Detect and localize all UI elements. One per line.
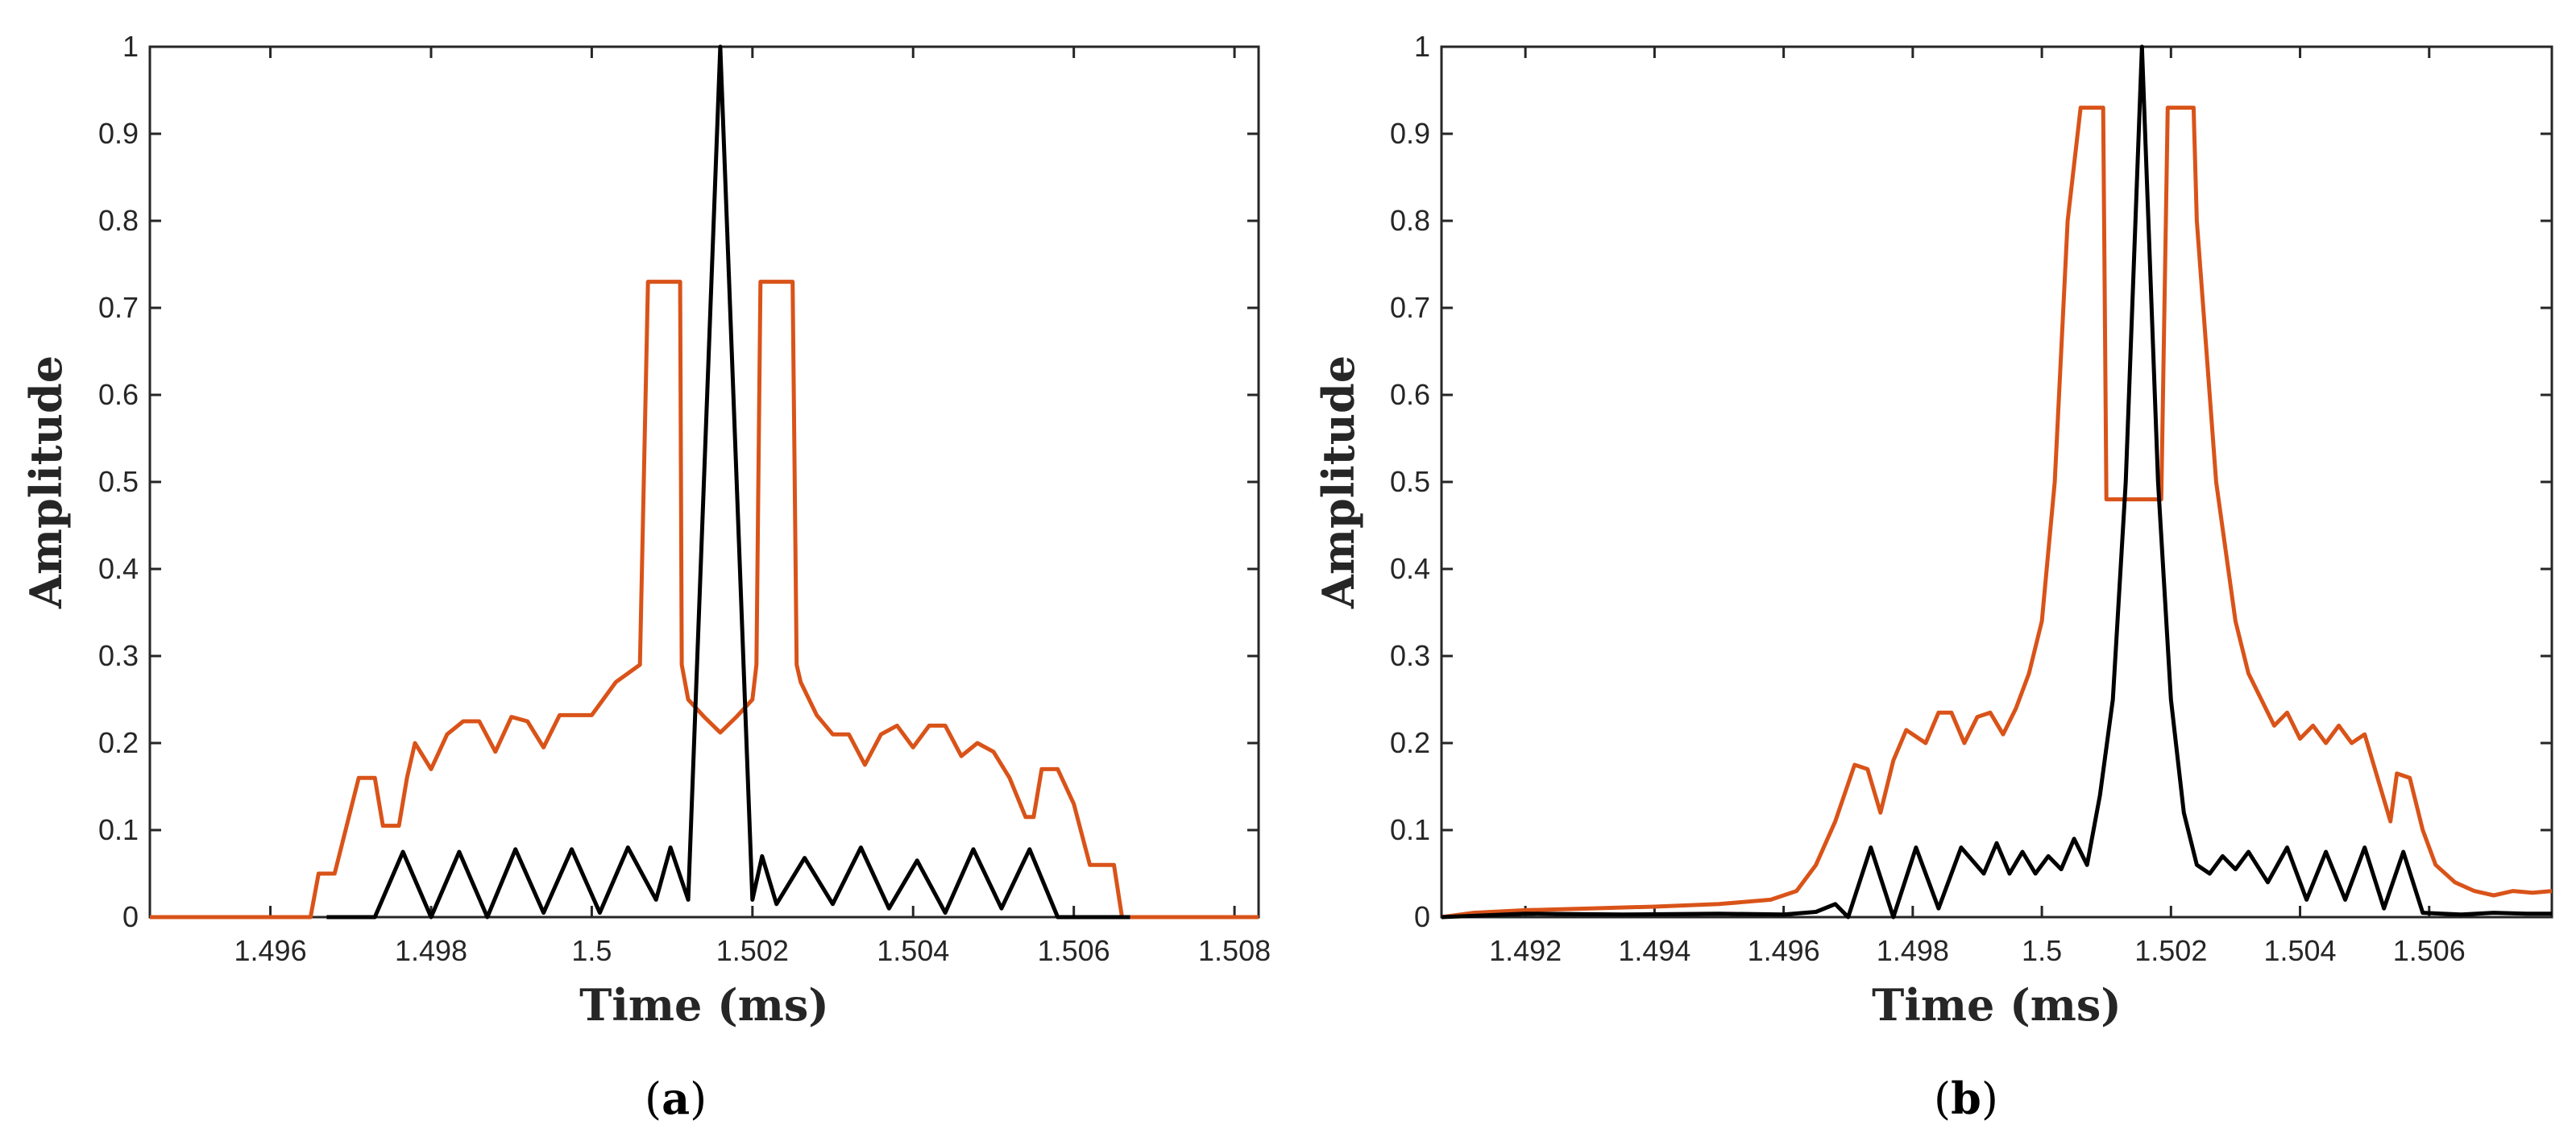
- y-tick-label: 0.6: [1390, 378, 1430, 411]
- y-tick-label: 0.3: [1390, 639, 1430, 672]
- x-tick-label: 1.504: [877, 934, 949, 967]
- x-tick-label: 1.498: [395, 934, 467, 967]
- series-line-black: [1441, 44, 2552, 920]
- y-tick-label: 0.8: [1390, 204, 1430, 237]
- x-tick-label: 1.492: [1489, 934, 1562, 967]
- y-tick-label: 0.9: [98, 117, 139, 150]
- y-tick-label: 0.5: [98, 465, 139, 498]
- y-tick-label: 1: [1414, 30, 1430, 63]
- series-line-black: [326, 44, 1130, 920]
- y-tick-label: 0.3: [98, 639, 139, 672]
- x-axis-label-a: Time (ms): [579, 979, 829, 1031]
- x-tick-label: 1.494: [1618, 934, 1690, 967]
- x-tick-label: 1.5: [2022, 934, 2062, 967]
- axes-b: 0 0.1 0.2 0.3 0.4 0.5 0.6 0.7 0.8 0.9 1 1.492 1.494 1…: [1390, 30, 2552, 967]
- series-b: [1441, 44, 2553, 920]
- y-tick-label: 0.2: [98, 726, 139, 759]
- panel-label-b: (b): [1934, 1073, 1998, 1124]
- y-tick-label: 0.7: [98, 291, 139, 324]
- y-tick-label: 0.7: [1390, 291, 1430, 324]
- y-tick-label: 1: [122, 30, 139, 63]
- y-axis-label-b: Amplitude: [1313, 355, 1364, 609]
- axes-a: 0 0.1 0.2 0.3 0.4 0.5 0.6 0.7 0.8 0.9 1 1.496 1.498 1…: [98, 30, 1271, 967]
- y-tick-label: 0.4: [98, 552, 139, 585]
- series-line-orange: [1441, 106, 2553, 920]
- x-tick-label: 1.5: [571, 934, 612, 967]
- y-tick-label: 0.2: [1390, 726, 1430, 759]
- panel-label-a: (a): [645, 1073, 707, 1124]
- x-tick-label: 1.504: [2263, 934, 2336, 967]
- panel-letter-a: a: [662, 1073, 690, 1124]
- series-line-orange: [150, 280, 1259, 920]
- chart-panel-a: 0 0.1 0.2 0.3 0.4 0.5 0.6 0.7 0.8 0.9 1 1.496 1.498 1…: [20, 30, 1271, 1124]
- y-tick-label: 0.5: [1390, 465, 1430, 498]
- y-tick-label: 0.9: [1390, 117, 1430, 150]
- chart-panel-b: 0 0.1 0.2 0.3 0.4 0.5 0.6 0.7 0.8 0.9 1 1.492 1.494 1…: [1313, 30, 2553, 1124]
- series-a: [150, 44, 1259, 920]
- y-tick-label: 0.8: [98, 204, 139, 237]
- y-tick-label: 0.1: [98, 813, 139, 846]
- x-tick-label: 1.496: [234, 934, 307, 967]
- panel-letter-b: b: [1951, 1073, 1981, 1124]
- x-tick-label: 1.506: [1038, 934, 1110, 967]
- plot-frame-b: [1440, 45, 2553, 919]
- y-tick-label: 0: [1414, 900, 1430, 933]
- x-tick-label: 1.498: [1877, 934, 1949, 967]
- x-tick-label: 1.506: [2393, 934, 2466, 967]
- y-tick-label: 0.4: [1390, 552, 1430, 585]
- y-tick-label: 0.6: [98, 378, 139, 411]
- x-tick-label: 1.502: [2134, 934, 2207, 967]
- y-tick-label: 0: [122, 900, 139, 933]
- x-tick-label: 1.508: [1198, 934, 1271, 967]
- x-tick-label: 1.502: [716, 934, 789, 967]
- y-axis-label-a: Amplitude: [20, 355, 72, 609]
- x-tick-label: 1.496: [1748, 934, 1820, 967]
- y-tick-label: 0.1: [1390, 813, 1430, 846]
- x-axis-label-b: Time (ms): [1872, 979, 2122, 1031]
